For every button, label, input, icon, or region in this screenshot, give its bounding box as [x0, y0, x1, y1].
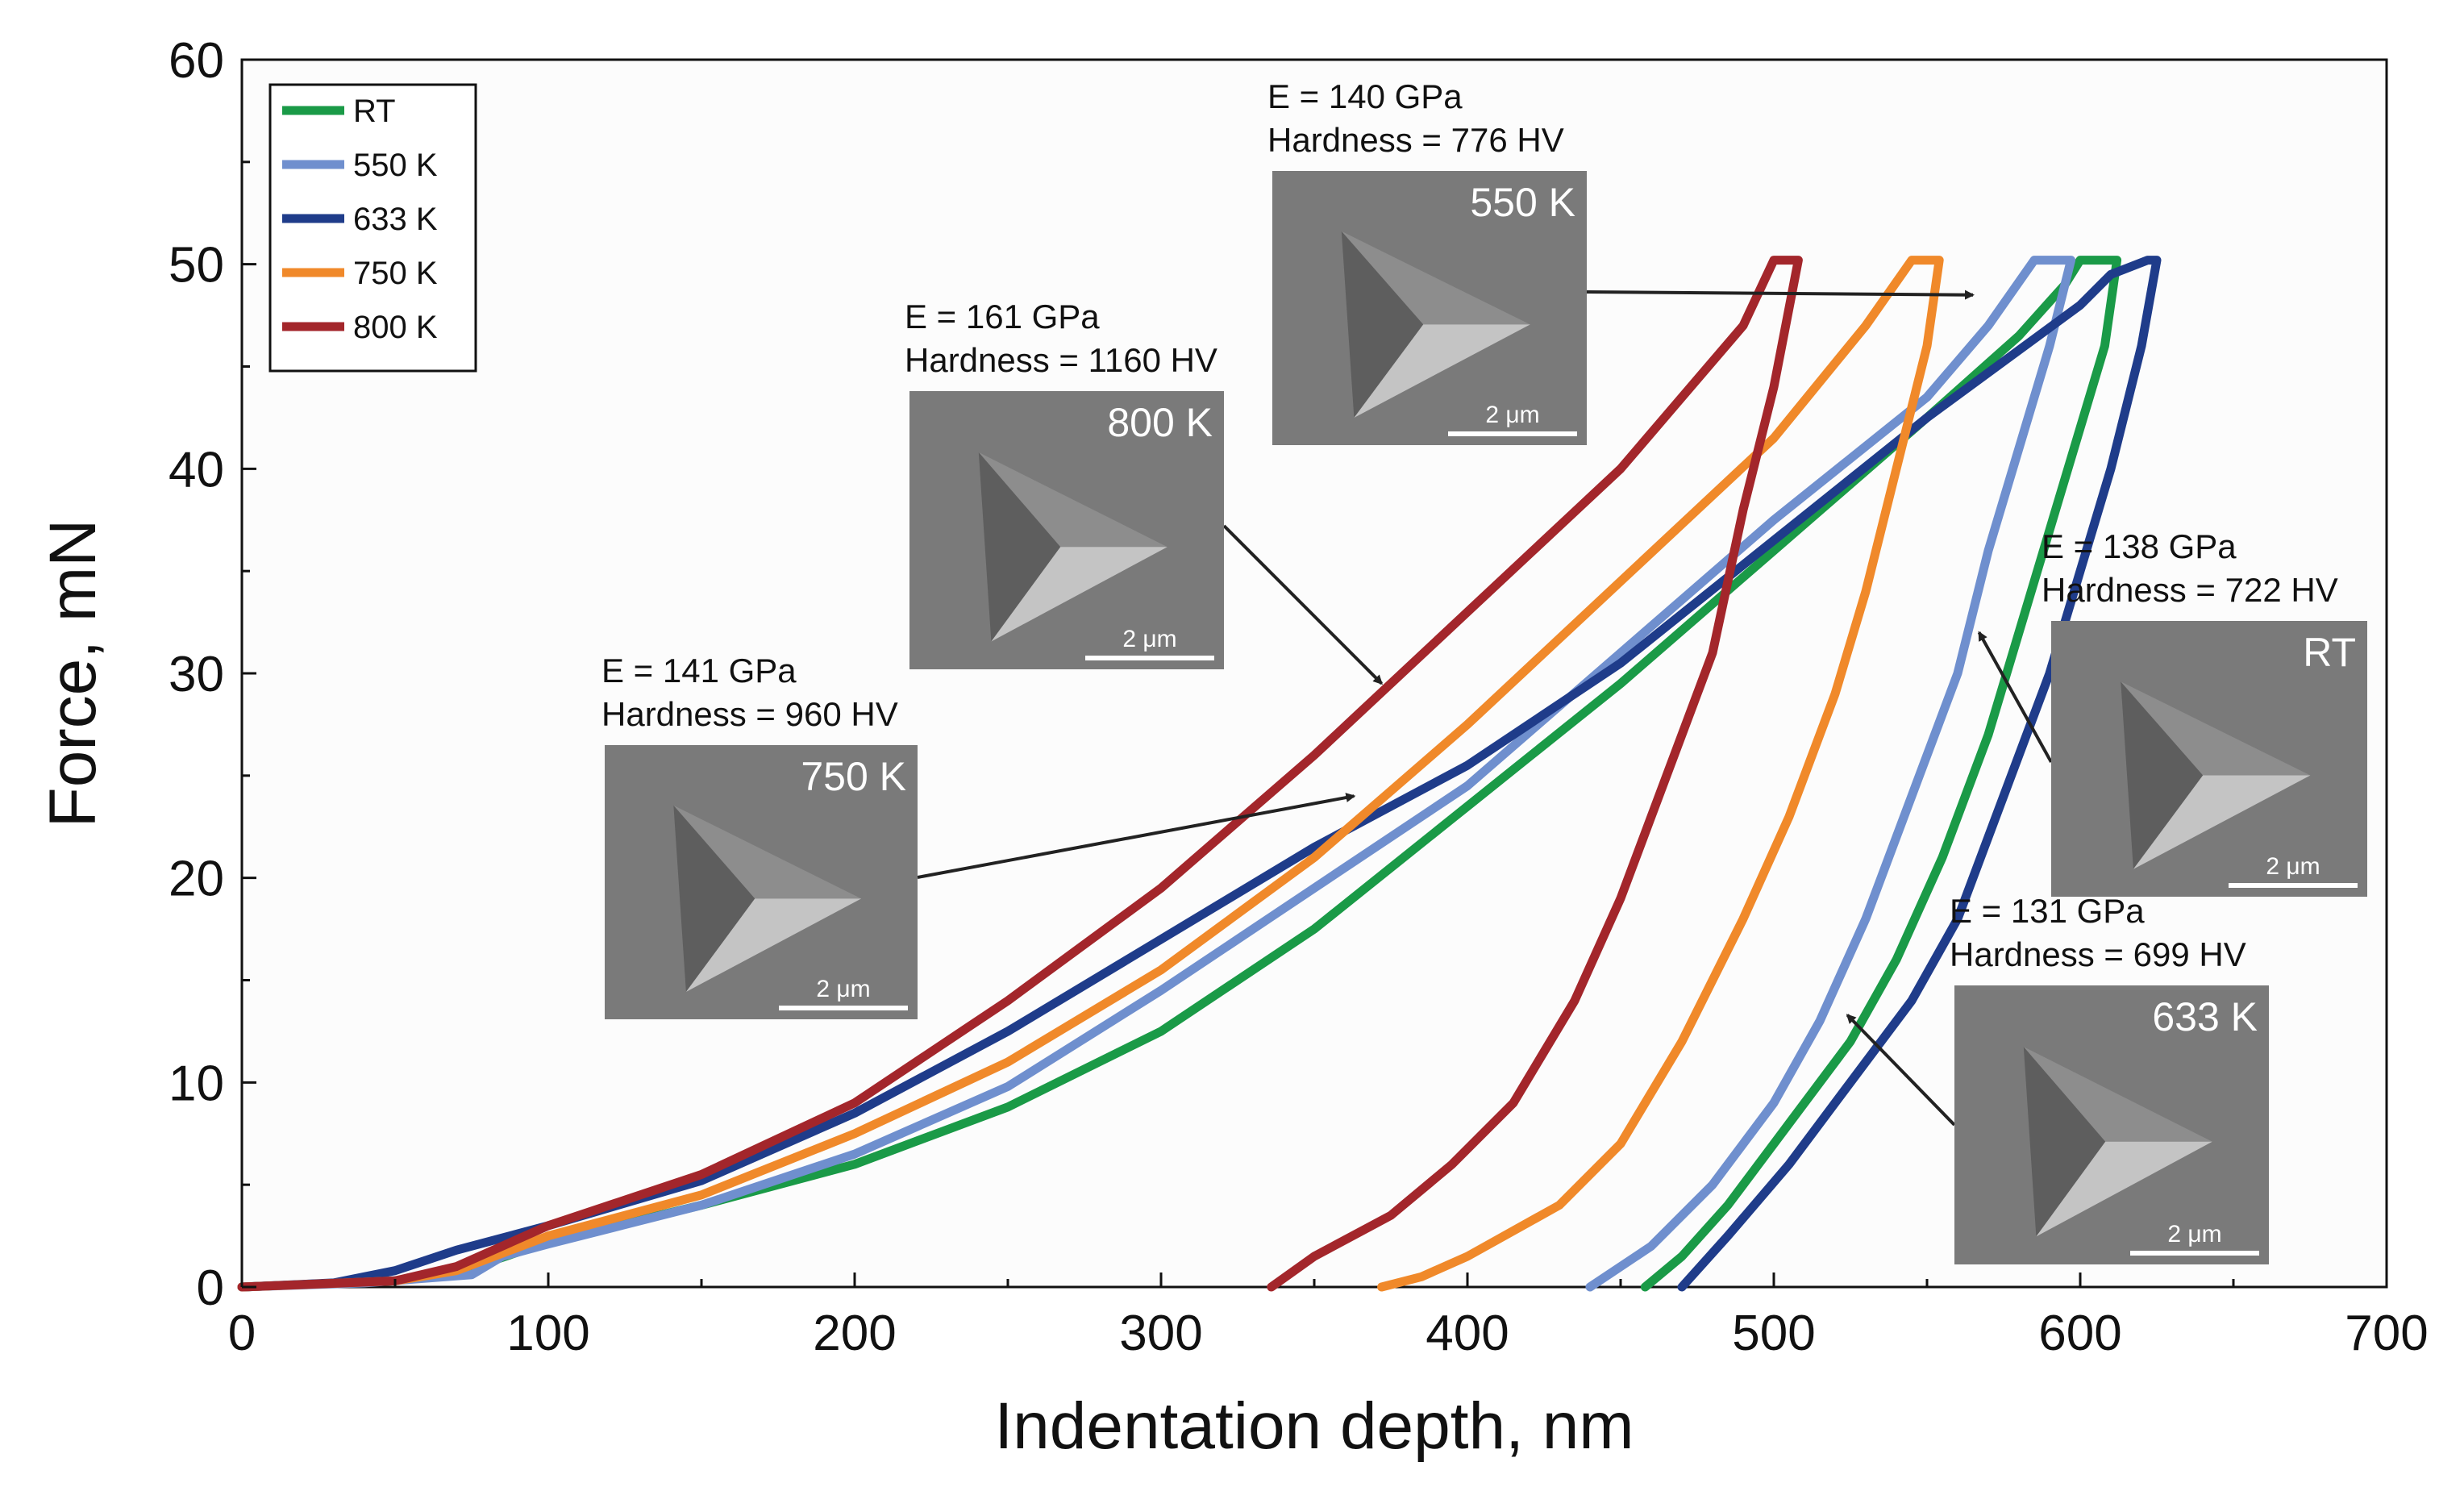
modulus-label: E = 141 GPa: [601, 652, 797, 689]
legend-label: RT: [353, 94, 396, 129]
sem-annotation-800-k: E = 161 GPa Hardness = 1160 HV 800 K 2 μm: [905, 298, 1224, 669]
series-line-550-k: [237, 256, 2076, 1292]
annotation-arrow: [1222, 524, 1384, 685]
indent-facet: [685, 898, 862, 992]
indent-facet: [978, 452, 1167, 548]
x-tick-label: 500: [1732, 1306, 1815, 1361]
sem-annotation-750-k: E = 141 GPa Hardness = 960 HV 750 K 2 μm: [601, 652, 918, 1019]
indent-facet: [673, 805, 862, 899]
y-tick-label: 30: [169, 647, 224, 702]
x-tick-label: 0: [228, 1306, 256, 1361]
annotation-arrow: [917, 793, 1356, 879]
x-tick-label: 200: [813, 1306, 896, 1361]
series-line-750-k: [237, 256, 1944, 1292]
legend: RT 550 K 633 K 750 K 800 K: [268, 83, 477, 373]
modulus-label: E = 161 GPa: [905, 298, 1100, 335]
scale-bar-label: 2 μm: [816, 976, 870, 1002]
scale-bar-label: 2 μm: [2167, 1221, 2221, 1247]
annotation-arrow: [1584, 289, 1975, 300]
scale-bar-label: 2 μm: [1485, 402, 1539, 428]
y-axis-title: Force, mN: [36, 519, 110, 828]
indent-facet: [1354, 324, 1530, 418]
annotation-arrows: [917, 289, 2053, 1127]
x-tick-label: 600: [2038, 1306, 2121, 1361]
image-temperature-label: 750 K: [801, 754, 906, 799]
modulus-label: E = 140 GPa: [1267, 77, 1463, 115]
y-tick-label: 60: [169, 33, 224, 89]
legend-label: 800 K: [353, 310, 438, 345]
legend-label: 750 K: [353, 256, 438, 291]
y-tick-label: 40: [169, 442, 224, 498]
legend-label: 633 K: [353, 202, 438, 237]
annotation-arrow: [1846, 1014, 1956, 1127]
indent-facet: [2121, 681, 2311, 776]
indent-facet: [673, 805, 755, 992]
indent-facet: [2023, 1047, 2106, 1237]
image-temperature-label: RT: [2303, 630, 2356, 675]
series-curves: [237, 256, 2162, 1292]
x-tick-label: 100: [506, 1306, 589, 1361]
indent-facet: [1341, 231, 1424, 418]
hardness-label: Hardness = 960 HV: [601, 695, 898, 733]
hardness-label: Hardness = 1160 HV: [905, 341, 1217, 379]
modulus-label: E = 131 GPa: [1950, 892, 2145, 930]
indent-facet: [1341, 231, 1530, 325]
indent-facet: [2121, 681, 2204, 869]
indent-facet: [991, 547, 1167, 642]
sem-annotation-633-k: E = 131 GPa Hardness = 699 HV 633 K 2 μm: [1950, 892, 2269, 1264]
annotation-arrow: [1977, 631, 2053, 763]
modulus-label: E = 138 GPa: [2042, 527, 2237, 565]
y-tick-label: 0: [197, 1260, 224, 1316]
sem-annotation-550-k: E = 140 GPa Hardness = 776 HV 550 K 2 μm: [1267, 77, 1587, 445]
x-tick-label: 400: [1426, 1306, 1509, 1361]
y-tick-label: 50: [169, 238, 224, 294]
image-temperature-label: 800 K: [1107, 400, 1213, 445]
sem-annotation-rt: E = 138 GPa Hardness = 722 HV RT 2 μm: [2042, 527, 2367, 897]
legend-label: 550 K: [353, 148, 438, 183]
indent-facet: [2023, 1047, 2212, 1142]
image-temperature-label: 550 K: [1470, 180, 1575, 225]
indent-facet: [2133, 775, 2311, 869]
y-tick-label: 20: [169, 852, 224, 907]
hardness-label: Hardness = 776 HV: [1267, 121, 1564, 159]
image-temperature-label: 633 K: [2152, 994, 2258, 1039]
scale-bar-label: 2 μm: [2266, 853, 2320, 880]
scale-bar-label: 2 μm: [1122, 626, 1176, 652]
indent-facet: [2036, 1141, 2212, 1237]
y-tick-label: 10: [169, 1056, 224, 1111]
x-axis-title: Indentation depth, nm: [994, 1389, 1634, 1463]
x-tick-label: 700: [2345, 1306, 2428, 1361]
indent-facet: [978, 452, 1061, 642]
hardness-label: Hardness = 699 HV: [1950, 935, 2246, 973]
hardness-label: Hardness = 722 HV: [2042, 571, 2338, 609]
x-tick-label: 300: [1119, 1306, 1202, 1361]
axes: 0 100 200 300 400 500 600 700 0 10 20 30 40 50 60 Inden…: [36, 33, 2429, 1463]
series-line-800-k: [237, 256, 1803, 1292]
